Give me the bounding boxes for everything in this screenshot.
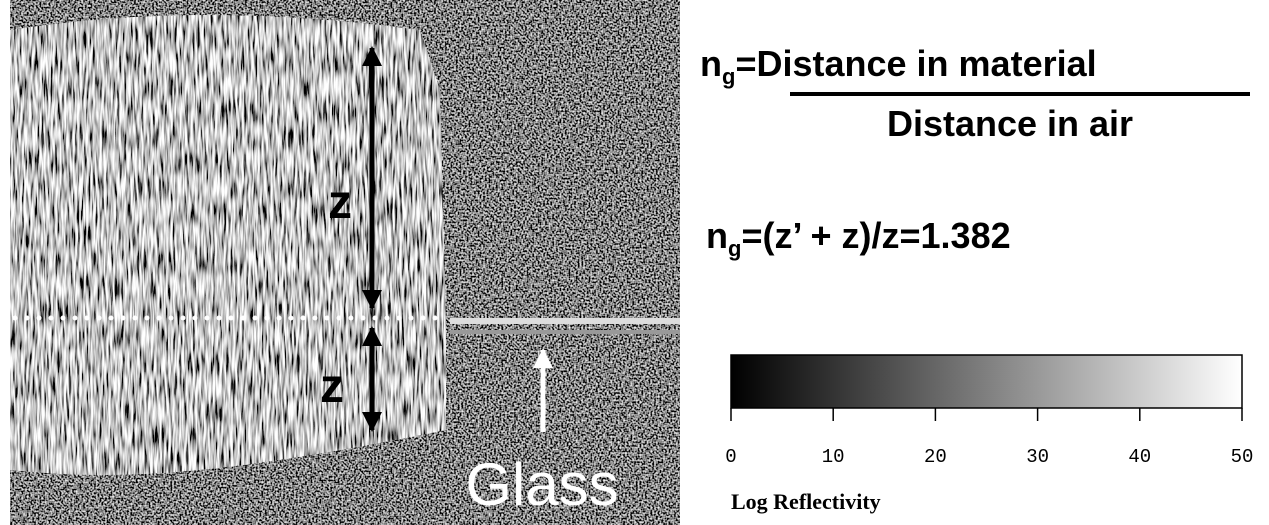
colorbar-tick-label: 50: [1231, 446, 1254, 468]
formula-2: ng=(z’ + z)/z=1.382: [706, 215, 1011, 261]
glass-label: Glass: [465, 451, 618, 518]
colorbar-tick-label: 20: [924, 446, 947, 468]
colorbar-tick-label: 10: [822, 446, 845, 468]
numerator: Distance in material: [756, 43, 1096, 84]
denominator: Distance in air: [887, 103, 1133, 144]
formula-1: ng=Distance in material Distance in air: [700, 43, 1250, 144]
colorbar: Log Reflectivity 0 10 20 30 40 50: [725, 355, 1253, 514]
colorbar-label: Log Reflectivity: [731, 489, 881, 514]
colorbar-tick-label: 30: [1026, 446, 1049, 468]
formula-text: ng=Distance in material: [700, 43, 1097, 89]
distance-label: z: [320, 360, 344, 413]
glass-surface: [450, 318, 680, 324]
distance-label: z: [328, 176, 352, 229]
symbol: n: [700, 43, 722, 84]
expression: =(z’ + z)/z=1.382: [741, 215, 1010, 256]
glass-surface: [450, 330, 680, 334]
colorbar-gradient: [731, 355, 1242, 408]
formula-text: ng=(z’ + z)/z=1.382: [706, 215, 1011, 261]
subscript: g: [722, 64, 735, 89]
colorbar-tick-label: 40: [1128, 446, 1151, 468]
figure: z z Glass ng=Distance in material Distan…: [0, 0, 1269, 525]
subscript: g: [728, 236, 741, 261]
symbol: n: [706, 215, 728, 256]
equals: =: [735, 43, 756, 84]
oct-image: z z Glass: [10, 0, 680, 525]
colorbar-tick-label: 0: [725, 446, 736, 468]
